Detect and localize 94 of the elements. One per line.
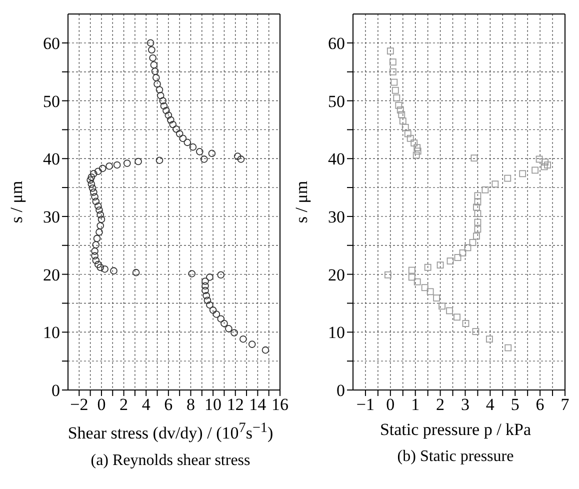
point [473, 204, 480, 211]
y-tick-label: 30 [43, 207, 60, 226]
point [396, 106, 404, 114]
x-tick-label: 12 [226, 395, 244, 414]
point [410, 140, 418, 146]
point [421, 284, 428, 292]
y-tick-label: 10 [43, 323, 60, 342]
point [406, 134, 414, 142]
point [404, 130, 412, 138]
x-axis-title: Static pressure p / kPa [378, 420, 532, 440]
point [389, 58, 396, 66]
point [414, 278, 421, 286]
point [412, 152, 420, 159]
x-axis-title: Shear stress (dv/dy) / (10$^{7}$s$^{−1}$) [66, 420, 274, 444]
point [389, 68, 396, 76]
x-tick-label: 0 [386, 395, 395, 414]
point [438, 302, 446, 310]
point [395, 102, 402, 109]
text: (b) Static pressure [396, 448, 515, 466]
y-tick-label: 60 [43, 34, 60, 53]
point [486, 336, 493, 343]
x-tick-label: 14 [249, 395, 267, 414]
x-tick-label: −1 [356, 395, 375, 414]
x-tick-label: 2 [120, 395, 128, 414]
x-tick-label: 2 [436, 395, 445, 414]
point [473, 232, 480, 240]
point [408, 274, 416, 281]
point [482, 186, 489, 194]
point [504, 174, 512, 182]
point [519, 170, 526, 178]
point [469, 239, 476, 246]
point [504, 344, 512, 352]
y-tick-label: 60 [328, 34, 345, 53]
x-tick-label: 3 [460, 395, 470, 414]
point [414, 144, 421, 152]
y-tick-label: 40 [43, 150, 60, 169]
point [414, 148, 422, 155]
point [492, 180, 499, 188]
point [462, 320, 470, 327]
point [424, 264, 432, 271]
point [544, 162, 551, 168]
point [472, 328, 480, 336]
point [474, 226, 482, 233]
x-tick-label: 1 [411, 395, 420, 414]
point [386, 48, 394, 54]
x-tick-label: 4 [142, 395, 151, 414]
x-tick-label: 6 [536, 395, 544, 414]
x-tick-label: −2 [70, 395, 88, 414]
point [470, 154, 478, 162]
point [542, 158, 548, 166]
point [446, 258, 454, 264]
point [402, 124, 409, 131]
point [399, 118, 406, 124]
text: (a) Reynolds shear stress [90, 452, 252, 470]
point [392, 86, 399, 94]
point [408, 266, 416, 274]
point [390, 78, 398, 86]
x-tick-label: 7 [560, 395, 570, 414]
point [474, 192, 482, 200]
point [540, 163, 548, 170]
y-axis-title: s / μm [292, 180, 312, 224]
point [474, 198, 482, 206]
point [454, 314, 460, 321]
y-tick-label: 20 [328, 265, 345, 284]
point [536, 156, 543, 163]
y-tick-label: 0 [52, 381, 60, 400]
y-tick-label: 50 [43, 92, 60, 111]
x-tick-label: 8 [186, 395, 195, 414]
y-tick-label: 30 [328, 207, 345, 226]
x-tick-label: 5 [510, 395, 520, 414]
point [393, 94, 400, 102]
point [459, 249, 466, 256]
point [474, 210, 482, 218]
y-axis-title: s / μm [7, 180, 26, 224]
point [433, 294, 440, 302]
y-tick-label: 40 [328, 150, 345, 169]
y-tick-label: 20 [43, 265, 60, 284]
point [426, 288, 434, 296]
point [454, 254, 462, 261]
x-tick-label: 4 [486, 395, 495, 414]
point [446, 307, 453, 314]
x-tick-label: 0 [97, 395, 106, 414]
y-tick-label: 10 [328, 323, 345, 342]
x-tick-label: 6 [164, 395, 173, 414]
x-tick-label: 10 [204, 395, 222, 414]
y-tick-label: 0 [336, 381, 345, 400]
point [464, 244, 472, 252]
point [384, 271, 392, 278]
x-tick-label: 16 [272, 395, 288, 414]
point [436, 262, 444, 268]
point [398, 111, 406, 118]
point [532, 166, 539, 174]
y-tick-label: 50 [328, 92, 345, 111]
point [474, 218, 482, 226]
